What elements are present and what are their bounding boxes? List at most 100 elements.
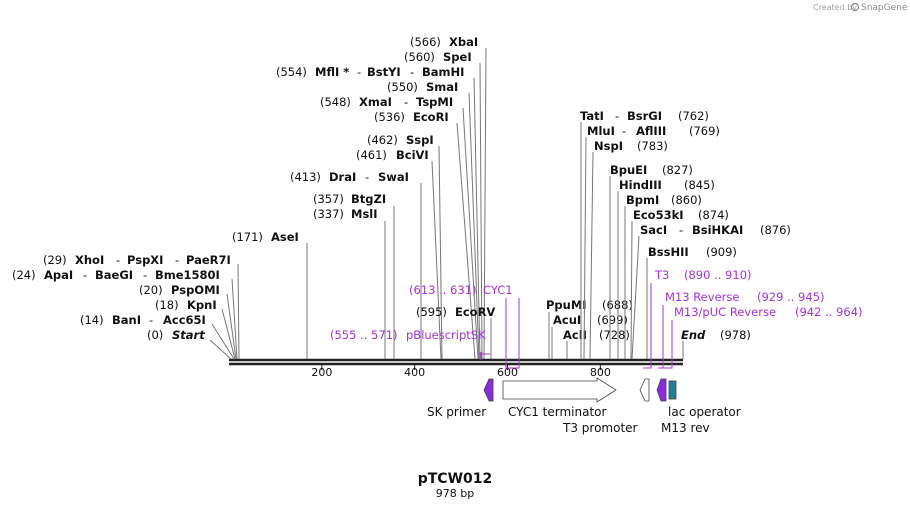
site-bciVI-position[interactable]: (461) [356, 148, 387, 162]
feature-cyc1-terminator-shape[interactable] [502, 377, 617, 403]
site-xmaI-name2[interactable]: TspMI [416, 95, 453, 109]
primer-t3-name[interactable]: T3 [654, 268, 669, 282]
feature-t3-promoter-shape[interactable] [639, 378, 650, 402]
site-aclI-name[interactable]: AclI [563, 328, 587, 342]
primer-pBluescriptSK-range[interactable]: (555 .. 571) [330, 328, 398, 342]
site-tatI-position[interactable]: (762) [678, 109, 709, 123]
site-eco53kI-name[interactable]: Eco53kI [633, 208, 684, 222]
feature-sk-primer-shape[interactable] [483, 378, 494, 402]
site-bpmI-name[interactable]: BpmI [626, 193, 659, 207]
site-sacI-name2[interactable]: BsiHKAI [692, 223, 743, 237]
site-nspI-position[interactable]: (783) [637, 139, 668, 153]
site-xhoI-position[interactable]: (29) [43, 253, 67, 267]
site-hindIII-position[interactable]: (845) [684, 178, 715, 192]
site-ppuMI-position[interactable]: (688) [602, 298, 633, 312]
site-xbaI-position[interactable]: (566) [410, 35, 441, 49]
primer-m13puc-range[interactable]: (942 .. 964) [795, 305, 863, 319]
site-start-position[interactable]: (0) [147, 328, 163, 342]
credit-prefix: Created by [813, 3, 857, 12]
site-smaI-name[interactable]: SmaI [426, 80, 458, 94]
site-sacI-name[interactable]: SacI [640, 223, 667, 237]
site-draI-name2[interactable]: SwaI [378, 170, 409, 184]
site-nspI-name[interactable]: NspI [594, 139, 623, 153]
site-banI-position[interactable]: (14) [80, 313, 104, 327]
site-aseI-name[interactable]: AseI [271, 230, 299, 244]
site-bssHII-position[interactable]: (909) [706, 245, 737, 259]
site-mflI-name[interactable]: MflI * [315, 65, 349, 79]
site-bpuEI-position[interactable]: (827) [662, 163, 693, 177]
site-xhoI-name3[interactable]: PaeR7I [186, 253, 231, 267]
site-xmaI-name[interactable]: XmaI [359, 95, 392, 109]
primer-cyc1-range[interactable]: (613 .. 631) [409, 283, 477, 297]
site-bciVI-name[interactable]: BciVI [396, 148, 429, 162]
feature-m13-rev-shape[interactable] [656, 378, 667, 402]
site-mluI-name2[interactable]: AflIII [636, 124, 666, 138]
primer-m13rev-name[interactable]: M13 Reverse [665, 290, 739, 304]
site-sacI-position[interactable]: (876) [760, 223, 791, 237]
site-ppuMI-name[interactable]: PpuMI [546, 298, 587, 312]
primer-m13puc-name[interactable]: M13/pUC Reverse [674, 305, 776, 319]
site-pspOMI-position[interactable]: (20) [139, 283, 163, 297]
site-xhoI-name2[interactable]: PspXI [127, 253, 163, 267]
site-pspOMI-name[interactable]: PspOMI [171, 283, 220, 297]
feature-m13-rev-label[interactable]: M13 rev [661, 421, 710, 435]
site-tatI-name2[interactable]: BsrGI [627, 109, 662, 123]
primer-pBluescriptSK-name[interactable]: pBluescriptSK [406, 328, 486, 342]
site-mslI-name[interactable]: MslI [351, 207, 378, 221]
site-draI-name[interactable]: DraI [329, 170, 356, 184]
feature-cyc1-terminator-label[interactable]: CYC1 terminator [508, 405, 607, 419]
site-end-position[interactable]: (978) [720, 328, 751, 342]
feature-lac-operator-shape[interactable] [668, 380, 677, 400]
site-xmaI-position[interactable]: (548) [320, 95, 351, 109]
primer-t3-range[interactable]: (890 .. 910) [684, 268, 752, 282]
site-smaI-position[interactable]: (550) [387, 80, 418, 94]
site-banI-name2[interactable]: Acc65I [163, 313, 206, 327]
site-xhoI-name[interactable]: XhoI [75, 253, 104, 267]
site-mflI-position[interactable]: (554) [276, 65, 307, 79]
site-ecoRI-name[interactable]: EcoRI [413, 110, 449, 124]
site-mflI-name2[interactable]: BstYI [367, 65, 401, 79]
site-ecoRI-position[interactable]: (536) [374, 110, 405, 124]
site-xbaI-name[interactable]: XbaI [449, 35, 478, 49]
site-sspI-name[interactable]: SspI [406, 133, 434, 147]
site-acuI-position[interactable]: (699) [597, 313, 628, 327]
feature-lac-operator-label[interactable]: lac operator [668, 405, 741, 419]
site-line-sspI [438, 145, 443, 360]
site-apaI-name3[interactable]: Bme1580I [155, 268, 220, 282]
site-apaI-name[interactable]: ApaI [44, 268, 73, 282]
feature-t3-promoter-label[interactable]: T3 promoter [562, 421, 638, 435]
primer-cyc1-name[interactable]: CYC1 [483, 283, 513, 297]
site-speI-name[interactable]: SpeI [443, 50, 472, 64]
site-ecoRV-name[interactable]: EcoRV [455, 305, 495, 319]
site-mluI-position[interactable]: (769) [689, 124, 720, 138]
site-mflI-name3[interactable]: BamHI [422, 65, 464, 79]
site-apaI-position[interactable]: (24) [12, 268, 36, 282]
site-aseI-position[interactable]: (171) [232, 230, 263, 244]
site-kpnI-position[interactable]: (18) [155, 298, 179, 312]
site-banI-name[interactable]: BanI [112, 313, 141, 327]
site-bssHII-name[interactable]: BssHII [648, 245, 689, 259]
site-end-name[interactable]: End [681, 328, 706, 342]
site-btgZI-name[interactable]: BtgZI [351, 192, 386, 206]
site-sspI-position[interactable]: (462) [367, 133, 398, 147]
site-ecoRV-position[interactable]: (595) [416, 305, 447, 319]
site-bpmI-position[interactable]: (860) [671, 193, 702, 207]
site-mluI-name[interactable]: MluI [587, 124, 615, 138]
site-draI-position[interactable]: (413) [290, 170, 321, 184]
site-line-sacI [631, 235, 640, 360]
site-bpuEI-name[interactable]: BpuEI [610, 163, 647, 177]
site-hindIII-name[interactable]: HindIII [619, 178, 662, 192]
site-mslI-position[interactable]: (337) [313, 207, 344, 221]
site-mflI-separator2: - [410, 65, 414, 79]
primer-m13rev-range[interactable]: (929 .. 945) [757, 290, 825, 304]
site-aclI-position[interactable]: (728) [599, 328, 630, 342]
site-apaI-name2[interactable]: BaeGI [95, 268, 133, 282]
site-acuI-name[interactable]: AcuI [553, 313, 581, 327]
feature-sk-primer-label[interactable]: SK primer [427, 405, 486, 419]
site-kpnI-name[interactable]: KpnI [187, 298, 217, 312]
site-tatI-name[interactable]: TatI [580, 109, 604, 123]
site-start-name[interactable]: Start [172, 328, 205, 342]
site-btgZI-position[interactable]: (357) [313, 192, 344, 206]
site-eco53kI-position[interactable]: (874) [698, 208, 729, 222]
site-speI-position[interactable]: (560) [404, 50, 435, 64]
